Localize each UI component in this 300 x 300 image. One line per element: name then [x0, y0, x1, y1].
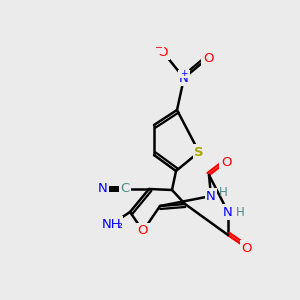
Text: O: O	[221, 155, 231, 169]
Text: O: O	[158, 46, 168, 59]
Text: N: N	[179, 71, 189, 85]
Text: C: C	[120, 182, 130, 196]
Text: −: −	[155, 43, 163, 53]
Text: H: H	[236, 206, 245, 218]
Text: O: O	[138, 224, 148, 238]
Text: H: H	[219, 187, 228, 200]
Text: S: S	[194, 146, 204, 158]
Text: N: N	[223, 206, 233, 218]
Text: O: O	[242, 242, 252, 254]
Text: N: N	[206, 190, 216, 202]
Text: N: N	[98, 182, 108, 196]
Text: NH: NH	[102, 218, 122, 230]
Text: +: +	[180, 68, 188, 77]
Text: ₂: ₂	[117, 218, 122, 230]
Text: O: O	[203, 52, 213, 64]
